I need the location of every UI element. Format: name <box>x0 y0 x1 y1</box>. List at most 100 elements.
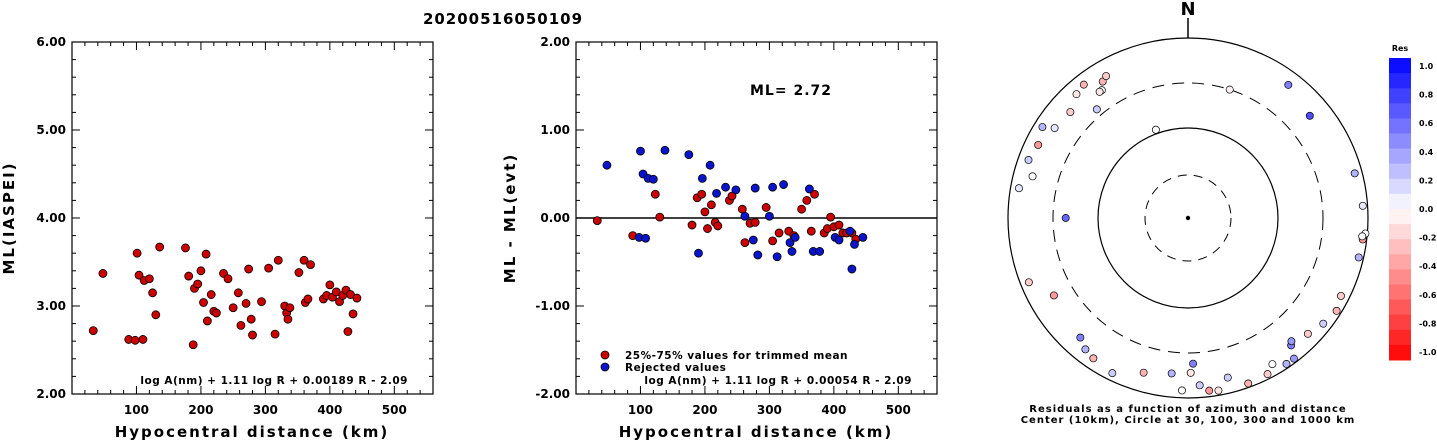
middle-point-red <box>713 221 723 231</box>
middle-point-blue <box>712 188 721 198</box>
left-point-red <box>273 255 283 265</box>
polar-point <box>1038 123 1047 131</box>
legend-marker-trimmed <box>600 350 610 360</box>
middle-point-blue <box>768 182 778 192</box>
middle-xtick-label: 100 <box>628 403 653 417</box>
legend-label-rejected: Rejected values <box>625 362 726 374</box>
middle-point-blue <box>705 160 715 170</box>
panel-ml-vs-distance: 2.00 3.00 4.00 5.00 6.00 100 200 300 400 500 ML(I… <box>0 35 434 441</box>
middle-point-blue <box>694 248 703 258</box>
polar-point <box>1072 90 1081 99</box>
caption-line-1: Residuals as a function of azimuth and d… <box>1029 404 1346 415</box>
middle-point-blue <box>779 180 788 189</box>
polar-point <box>1151 125 1160 134</box>
left-point-red <box>264 263 274 273</box>
polar-point <box>1223 373 1232 382</box>
caption-line-2: Center (10km), Circle at 30, 100, 300 an… <box>1021 415 1356 426</box>
left-point-red <box>201 249 211 259</box>
middle-point-red <box>768 236 778 246</box>
left-point-red <box>244 264 254 274</box>
left-point-red <box>223 274 233 284</box>
middle-point-blue <box>785 238 795 248</box>
left-xtick-label: 500 <box>382 403 407 417</box>
middle-point-blue <box>753 250 763 260</box>
middle-point-blue <box>858 232 868 242</box>
polar-point <box>1014 184 1023 193</box>
middle-ytick-label: -1.00 <box>535 299 570 313</box>
colorbar-tick-label: 1.0 <box>1419 62 1434 71</box>
ml-value-label: ML= 2.72 <box>750 83 832 99</box>
middle-point-red <box>806 226 816 236</box>
left-point-red <box>148 288 157 298</box>
middle-point-red <box>697 189 707 199</box>
middle-point-blue <box>684 150 694 160</box>
colorbar-block <box>1389 224 1411 240</box>
middle-point-red <box>592 216 602 226</box>
polar-point <box>1282 360 1291 368</box>
colorbar-block <box>1389 284 1411 301</box>
colorbar-tick-label: -0.4 <box>1419 262 1437 271</box>
colorbar-block <box>1389 314 1411 331</box>
colorbar-block <box>1389 178 1411 195</box>
middle-point-blue <box>636 146 645 156</box>
middle-point-blue <box>850 239 859 249</box>
middle-point-red <box>650 189 660 199</box>
colorbar-tick-label: 0.8 <box>1419 91 1434 100</box>
y-axis-label-middle: ML - ML(evt) <box>501 153 519 283</box>
chart-title: 20200516050109 <box>423 10 583 28</box>
ring-outer <box>1007 37 1369 399</box>
left-point-red <box>257 297 266 307</box>
ring-300km <box>1097 127 1279 309</box>
left-ytick-label: 5.00 <box>36 123 66 137</box>
points-left <box>88 242 362 350</box>
left-point-red <box>132 248 142 258</box>
left-point-red <box>211 308 221 318</box>
middle-point-red <box>826 212 836 222</box>
middle-point-blue <box>750 183 760 193</box>
middle-xtick-label: 500 <box>886 403 911 417</box>
left-point-red <box>88 326 98 336</box>
middle-point-red <box>687 220 697 230</box>
left-point-red <box>144 274 154 284</box>
middle-ytick-label: 0.00 <box>540 211 570 225</box>
colorbar-block <box>1389 163 1411 180</box>
middle-xtick-label: 400 <box>821 403 846 417</box>
left-point-red <box>196 266 206 276</box>
colorbar-block <box>1389 118 1411 134</box>
colorbar-tick-label: -0.2 <box>1419 234 1437 243</box>
colorbar-block <box>1389 254 1411 270</box>
polar-point <box>1358 232 1367 241</box>
polar-point <box>1189 359 1198 368</box>
polar-point <box>1081 345 1090 354</box>
polar-point <box>1268 360 1277 369</box>
middle-point-blue <box>697 173 707 183</box>
axis-ticks-left: 2.00 3.00 4.00 5.00 6.00 100 200 300 400 500 <box>36 35 433 417</box>
ring-100km <box>1144 174 1232 262</box>
middle-point-blue <box>748 235 758 245</box>
left-point-red <box>193 279 203 289</box>
middle-point-blue <box>787 247 797 256</box>
center-dot <box>1185 215 1191 221</box>
axis-ticks-middle: -2.00 -1.00 0.00 1.00 2.00 100 200 300 400 500 <box>535 35 937 417</box>
polar-point <box>1050 124 1059 132</box>
middle-point-blue <box>731 185 741 195</box>
colorbar-block <box>1389 344 1411 361</box>
middle-point-red <box>834 220 844 230</box>
polar-point <box>1079 80 1088 89</box>
left-point-red <box>294 268 304 277</box>
colorbar-block <box>1389 58 1411 74</box>
left-point-red <box>348 309 358 319</box>
polar-point <box>1167 369 1176 378</box>
legend-label-trimmed: 25%-75% values for trimmed mean <box>625 350 848 362</box>
left-point-red <box>138 335 148 344</box>
middle-point-red <box>810 189 819 199</box>
polar-point <box>1028 172 1037 181</box>
ring-1000km <box>1052 82 1324 354</box>
polar-point <box>1049 291 1058 300</box>
polar-point <box>1332 306 1341 315</box>
colorbar-blocks <box>1389 58 1411 361</box>
left-ytick-label: 3.00 <box>36 299 66 313</box>
colorbar-ticks: 1.0 0.8 0.6 0.4 0.2 0.0 -0.2 -0.4 -0.6 -0.8 -1.0 <box>1419 62 1437 357</box>
colorbar-block <box>1389 299 1411 316</box>
